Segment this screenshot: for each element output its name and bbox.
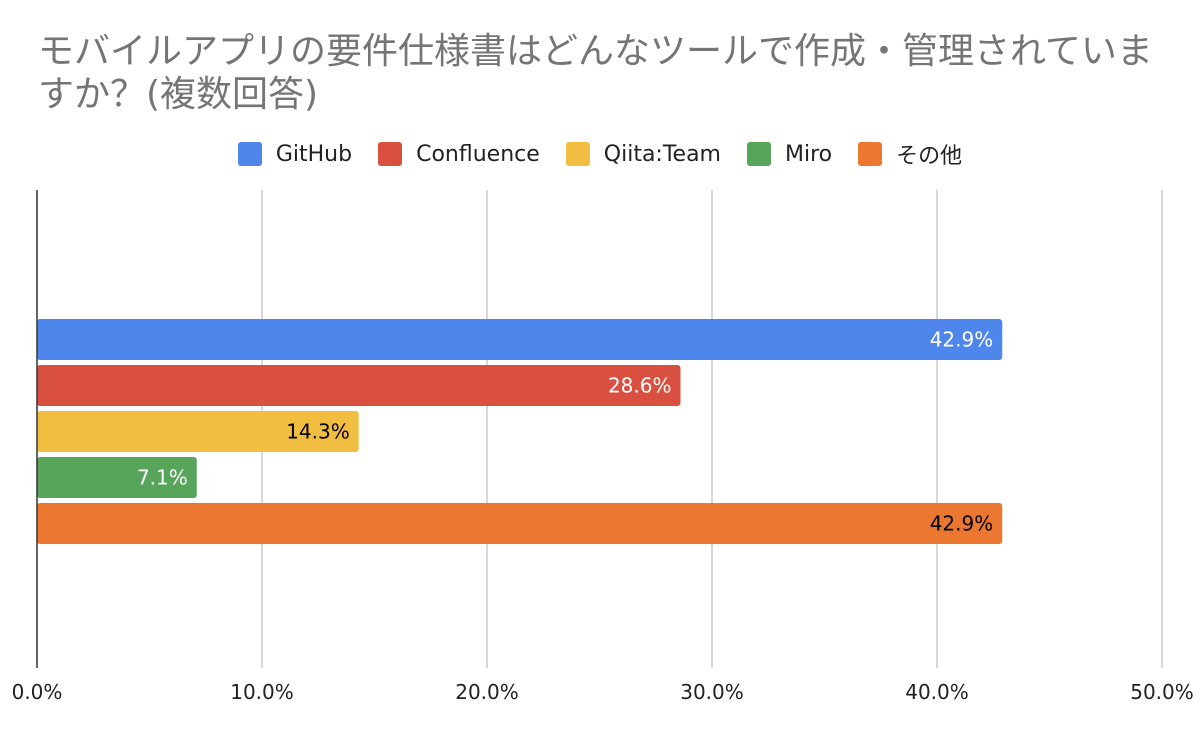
legend-swatch [237, 142, 262, 166]
chart-title: モバイルアプリの要件仕様書はどんなツールで作成・管理されていますか？(複数回答) [38, 31, 1153, 115]
x-tick-label: 50.0% [1130, 680, 1194, 704]
bar-5 [37, 503, 1003, 544]
legend-item: Qiita:Team [565, 141, 721, 167]
legend-swatch [378, 142, 403, 166]
legend-item: Confluence [378, 142, 540, 167]
legend-item: GitHub [237, 141, 353, 167]
data-label: 14.3% [286, 420, 350, 444]
legend-item: Miro [747, 142, 832, 167]
x-tick-label: 40.0% [905, 680, 969, 704]
legend-swatch [858, 142, 883, 166]
x-tick-label: 20.0% [455, 680, 519, 704]
bar-4 [37, 457, 197, 498]
bar-3 [37, 411, 359, 452]
legend-label: その他 [896, 144, 963, 169]
legend-swatch [747, 142, 771, 166]
legend-label: GitHub [275, 141, 353, 167]
legend-item: その他 [858, 138, 962, 170]
legend-label: Miro [785, 141, 833, 167]
x-tick-label: 0.0% [12, 680, 63, 704]
data-label: 42.9% [930, 512, 994, 536]
chart-legend: GitHub Confluence Qiita:Team Miro その他 [0, 136, 1200, 172]
data-label: 42.9% [930, 328, 994, 352]
bar-1 [37, 319, 1003, 360]
x-tick-label: 30.0% [680, 680, 744, 704]
x-tick-label: 10.0% [230, 680, 294, 704]
data-label: 7.1% [137, 466, 188, 490]
legend-label: Qiita:Team [603, 141, 721, 167]
legend-swatch [565, 142, 590, 166]
legend-label: Confluence [416, 141, 540, 167]
bar-2 [37, 365, 681, 406]
data-label: 28.6% [608, 374, 672, 398]
